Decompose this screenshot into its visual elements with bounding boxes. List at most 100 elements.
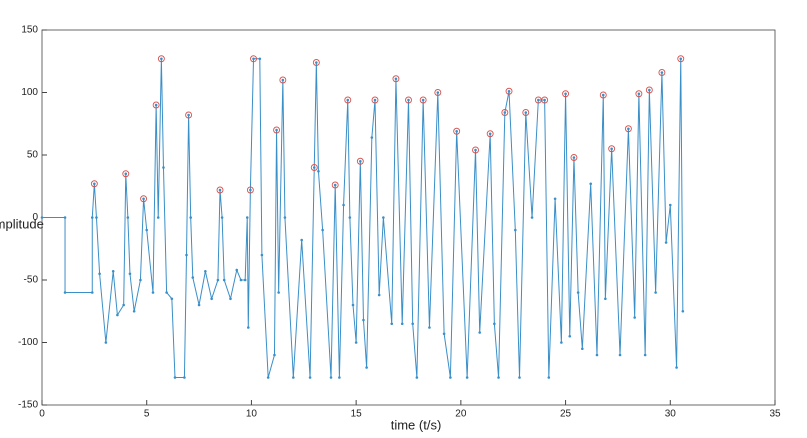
signal-point <box>627 127 630 131</box>
signal-point <box>488 132 492 136</box>
signal-point <box>300 238 303 242</box>
signal-point <box>377 293 381 297</box>
peak-marker <box>250 55 257 63</box>
signal-point <box>40 216 44 219</box>
peak-marker <box>310 164 318 171</box>
x-tick-label: 20 <box>455 409 467 420</box>
signal-line <box>42 58 684 378</box>
signal-point <box>507 89 511 93</box>
signal-point <box>530 216 534 219</box>
signal-point <box>553 197 557 201</box>
peak-marker <box>472 146 479 154</box>
peak-marker <box>279 76 287 84</box>
signal-point <box>493 322 496 326</box>
signal-point <box>239 278 243 282</box>
signal-point <box>162 166 165 169</box>
signal-point <box>63 291 67 294</box>
signal-point <box>407 98 410 102</box>
peak-marker <box>312 59 320 66</box>
peak-marker <box>392 75 400 83</box>
signal-point <box>362 318 365 322</box>
signal-point <box>668 203 672 207</box>
signal-point <box>275 128 278 132</box>
signal-point <box>160 57 163 61</box>
peak-marker <box>599 91 607 99</box>
signal-point <box>346 98 350 102</box>
peak-marker <box>246 186 254 194</box>
signal-point <box>218 188 222 192</box>
peak-marker <box>216 186 224 194</box>
signal-point <box>104 341 108 344</box>
signal-point <box>183 376 186 379</box>
peak-marker <box>624 125 632 133</box>
x-axis-label: time (t/s) <box>391 417 442 432</box>
x-tick-label: 0 <box>39 409 45 420</box>
peak-marker <box>501 109 509 116</box>
peak-marker <box>562 90 570 98</box>
signal-point <box>329 376 333 379</box>
signal-point <box>216 278 220 282</box>
peak-marker <box>185 111 193 119</box>
signal-point <box>497 376 500 379</box>
signal-point <box>246 326 250 329</box>
signal-point <box>449 376 452 379</box>
peak-marker <box>658 69 666 76</box>
signal-point <box>595 353 599 357</box>
signal-point <box>455 129 458 133</box>
peak-marker <box>522 109 530 116</box>
signal-point <box>436 91 440 94</box>
signal-point <box>503 111 507 114</box>
signal-point <box>442 332 446 336</box>
signal-point <box>197 303 201 307</box>
signal-point <box>537 98 540 102</box>
signal-point <box>132 309 136 313</box>
signal-point <box>351 303 355 307</box>
signal-point <box>156 216 160 219</box>
y-tick-label: -150 <box>18 400 38 411</box>
signal-point <box>273 353 276 357</box>
signal-point <box>308 376 312 379</box>
signal-point <box>281 78 285 82</box>
signal-point <box>581 347 584 351</box>
signal-point <box>660 71 664 74</box>
signal-point <box>474 148 477 152</box>
signal-point <box>122 303 125 307</box>
y-tick-label: 100 <box>21 87 38 98</box>
signal-point <box>90 216 94 219</box>
signal-point <box>681 309 685 313</box>
signal-point <box>93 182 96 186</box>
y-tick-label: 0 <box>32 212 38 223</box>
signal-point <box>312 166 316 169</box>
signal-point <box>124 172 128 176</box>
signal-point <box>348 216 352 219</box>
y-tick-label: 150 <box>21 25 38 36</box>
signal-point <box>568 334 572 338</box>
peak-marker <box>677 55 685 63</box>
peak-marker <box>570 154 578 161</box>
signal-point <box>210 297 213 301</box>
signal-point <box>266 376 270 379</box>
signal-point <box>342 203 345 207</box>
signal-point <box>220 216 224 219</box>
signal-point <box>365 366 368 369</box>
signal-point <box>465 376 469 379</box>
signal-point <box>514 228 517 232</box>
signal-point <box>142 197 145 201</box>
x-tick-label: 25 <box>560 409 572 420</box>
signal-point <box>317 169 320 173</box>
signal-point <box>411 322 414 326</box>
peak-marker <box>505 87 513 95</box>
peak-marker <box>419 96 427 104</box>
signal-point <box>90 291 94 294</box>
signal-point <box>394 77 398 81</box>
signal-point <box>428 326 431 329</box>
signal-point <box>572 156 576 159</box>
signal-point <box>173 376 177 379</box>
signal-point <box>204 269 207 273</box>
y-tick-label: -50 <box>24 275 39 286</box>
peak-marker <box>405 96 412 104</box>
signal-point <box>252 57 255 61</box>
y-tick-label: 50 <box>27 150 39 161</box>
signal-point <box>643 353 647 357</box>
